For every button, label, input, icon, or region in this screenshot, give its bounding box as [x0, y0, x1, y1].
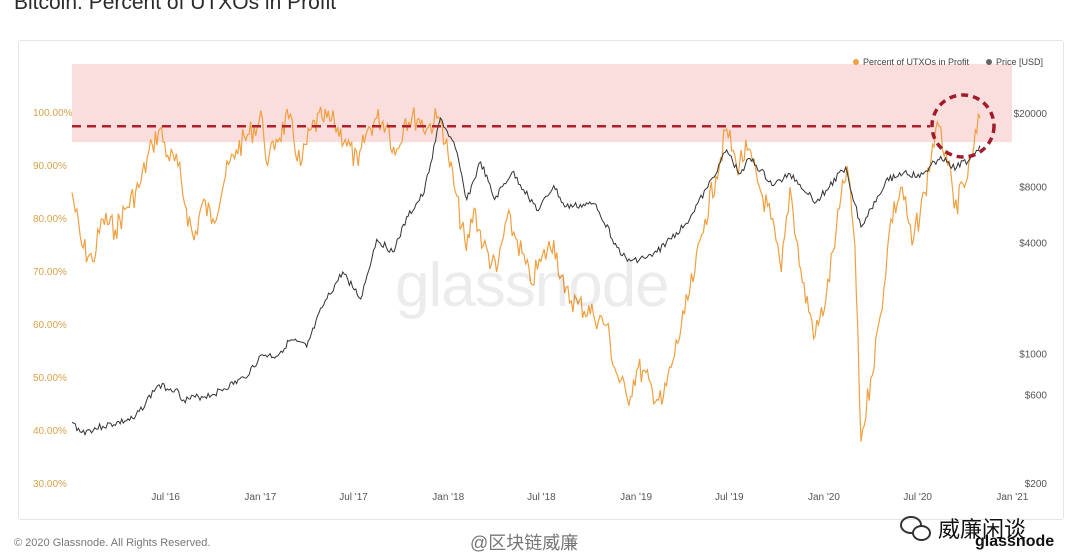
copyright-footer: © 2020 Glassnode. All Rights Reserved.	[14, 537, 211, 549]
x-tick-label: Jan '19	[620, 492, 652, 503]
legend-label-price: Price [USD]	[996, 57, 1043, 67]
legend-dot-percent-utxos	[853, 59, 859, 65]
watermark: glassnode	[395, 251, 670, 320]
wechat-icon	[900, 515, 931, 541]
x-tick-label: Jan '18	[432, 492, 464, 503]
x-tick-label: Jul '16	[151, 492, 180, 503]
x-tick-label: Jan '20	[808, 492, 840, 503]
x-tick-label: Jul '18	[527, 492, 556, 503]
x-tick-label: Jan '17	[244, 492, 276, 503]
chart-title: Bitcoin: Percent of UTXOs in Profit	[14, 0, 337, 14]
right-tick-label: $4000	[1019, 238, 1047, 249]
left-tick-label: 70.00%	[33, 267, 67, 278]
left-tick-label: 100.00%	[33, 108, 73, 119]
x-tick-label: Jan '21	[996, 492, 1028, 503]
legend: Percent of UTXOs in Profit Price [USD]	[853, 57, 1043, 67]
left-tick-label: 40.00%	[33, 426, 67, 437]
right-tick-label: $1000	[1019, 350, 1047, 361]
x-tick-label: Jul '19	[715, 492, 744, 503]
right-tick-label: $8000	[1019, 183, 1047, 194]
left-tick-label: 80.00%	[33, 214, 67, 225]
right-tick-label: $20000	[1014, 109, 1048, 120]
right-tick-label: $600	[1025, 391, 1048, 402]
x-axis-ticks: Jul '16 Jan '17 Jul '17 Jan '18 Jul '18 Jan '…	[151, 492, 1028, 503]
corner-brand: glassnode	[975, 533, 1055, 550]
wechat-name: 威廉闲谈	[938, 518, 1027, 543]
series-line-percent-utxos-in-profit	[71, 106, 981, 442]
highlight-band	[72, 64, 1012, 143]
series-line-price-usd	[71, 116, 981, 437]
left-tick-label: 90.00%	[33, 161, 67, 172]
right-tick-label: $200	[1025, 479, 1048, 490]
x-tick-label: Jul '20	[903, 492, 932, 503]
legend-dot-price	[986, 59, 992, 65]
left-axis-ticks: 30.00% 40.00% 50.00% 60.00% 70.00% 80.00% 90.0…	[33, 108, 73, 490]
wechat-badge: 威廉闲谈	[900, 512, 1026, 544]
left-tick-label: 50.00%	[33, 373, 67, 384]
left-tick-label: 30.00%	[33, 479, 67, 490]
highlight-circle	[930, 93, 996, 159]
x-tick-label: Jul '17	[339, 492, 368, 503]
legend-label-percent-utxos: Percent of UTXOs in Profit	[863, 57, 970, 67]
right-axis-ticks: $200 $600 $1000 $4000 $8000 $20000	[1014, 109, 1048, 490]
weibo-tag: @区块链威廉	[470, 533, 579, 553]
left-tick-label: 60.00%	[33, 320, 67, 331]
